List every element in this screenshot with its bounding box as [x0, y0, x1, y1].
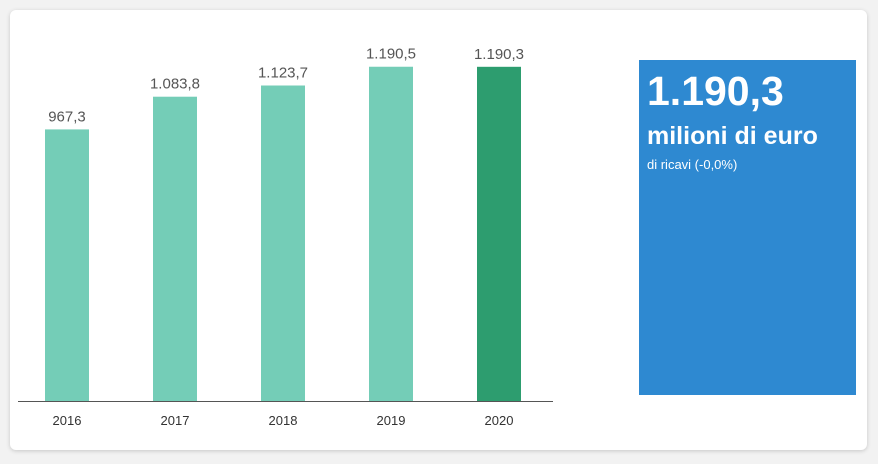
- x-tick-label-2018: 2018: [269, 413, 298, 428]
- bar-2017: [153, 96, 197, 402]
- data-label-2018: 1.123,7: [258, 64, 308, 81]
- data-label-2017: 1.083,8: [150, 76, 200, 93]
- bar-2019: [369, 66, 413, 401]
- kpi-panel: 1.190,3 milioni di euro di ricavi (-0,0%…: [639, 60, 856, 395]
- x-tick-label-2017: 2017: [161, 413, 190, 428]
- revenue-bar-chart: 967,3 2016 1.083,8 2017 1.123,7 2018 1.190,5 20…: [18, 46, 553, 428]
- bar-2018: [261, 85, 305, 401]
- x-tick-label-2020: 2020: [485, 413, 514, 428]
- bar-2020: [477, 66, 521, 401]
- revenue-card: 967,3 2016 1.083,8 2017 1.123,7 2018 1.190,5 20…: [10, 10, 867, 450]
- kpi-unit: milioni di euro: [647, 122, 818, 150]
- x-tick-label-2019: 2019: [377, 413, 406, 428]
- data-label-2019: 1.190,5: [366, 46, 416, 63]
- kpi-value: 1.190,3: [647, 68, 784, 114]
- bar-2016: [45, 129, 89, 401]
- x-tick-label-2016: 2016: [53, 413, 82, 428]
- data-label-2020: 1.190,3: [474, 46, 524, 63]
- kpi-note: di ricavi (-0,0%): [647, 157, 738, 172]
- data-label-2016: 967,3: [48, 108, 86, 125]
